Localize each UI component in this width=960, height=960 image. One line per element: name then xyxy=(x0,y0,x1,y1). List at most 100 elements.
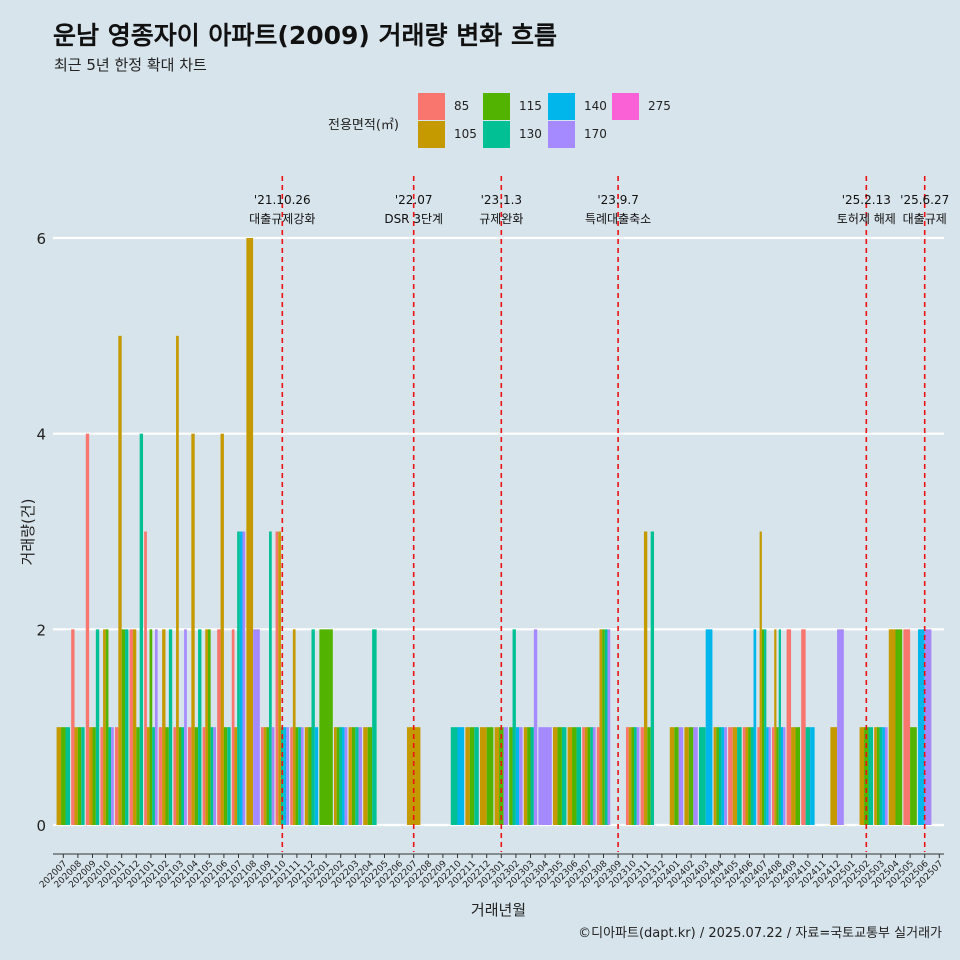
bar-115-202302 xyxy=(509,727,513,825)
bar-140-202302 xyxy=(515,727,520,825)
bar-105-202202 xyxy=(333,727,337,825)
legend-key xyxy=(418,93,445,120)
bar-130-202202 xyxy=(339,727,343,825)
bar-85-202405 xyxy=(728,727,733,825)
bar-85-202101 xyxy=(144,531,147,825)
bar-115-202101 xyxy=(149,629,153,825)
bar-105-202010 xyxy=(103,629,106,825)
bar-115-202007 xyxy=(61,727,66,825)
bar-105-202301 xyxy=(494,727,500,825)
bar-115-202504 xyxy=(895,629,903,825)
bar-105-202311 xyxy=(643,531,648,825)
bar-170-202503 xyxy=(884,727,888,825)
bar-85-202009 xyxy=(85,433,90,825)
bar-105-202104 xyxy=(191,433,195,825)
event-date: '25.2.13 xyxy=(842,193,891,207)
bar-85-202105 xyxy=(202,727,206,825)
bar-115-202502 xyxy=(864,727,869,825)
bar-140-202410 xyxy=(810,727,815,825)
y-axis-title: 거래량(건) xyxy=(19,499,37,566)
bar-130-202008 xyxy=(81,727,85,825)
bar-130-202406 xyxy=(750,727,754,825)
bar-85-202406 xyxy=(742,727,746,825)
bar-130-202105 xyxy=(210,727,214,825)
bar-170-202109 xyxy=(271,727,275,825)
bar-130-202303 xyxy=(530,727,534,825)
bar-130-202302 xyxy=(512,629,516,825)
bar-85-202104 xyxy=(187,727,192,825)
bar-130-202410 xyxy=(805,727,811,825)
bar-170-202407 xyxy=(768,727,771,825)
bar-85-202011 xyxy=(114,727,119,825)
bar-170-202108 xyxy=(253,629,260,825)
bar-115-202406 xyxy=(748,727,751,825)
bar-105-202212 xyxy=(479,727,487,825)
legend-key xyxy=(612,93,639,120)
bar-130-202112 xyxy=(311,629,315,825)
bar-85-202107 xyxy=(231,629,235,825)
bar-130-202012 xyxy=(139,433,144,825)
bar-105-202105 xyxy=(205,629,208,825)
bar-170-202408 xyxy=(783,727,786,825)
bar-130-202110 xyxy=(280,727,284,825)
bar-85-202109 xyxy=(260,727,264,825)
bar-115-202408 xyxy=(776,727,779,825)
bar-85-202307 xyxy=(582,727,585,825)
bar-130-202310 xyxy=(634,727,637,825)
bar-140-202107 xyxy=(239,531,243,825)
legend-title: 전용면적(㎡) xyxy=(328,118,399,133)
bar-115-202105 xyxy=(207,629,211,825)
bar-85-202310 xyxy=(625,727,629,825)
bar-170-202506 xyxy=(924,629,932,825)
bar-115-202009 xyxy=(92,727,96,825)
bar-130-202311 xyxy=(650,531,655,825)
bar-105-202401 xyxy=(669,727,675,825)
bar-115-202212 xyxy=(486,727,494,825)
bar-115-202303 xyxy=(527,727,531,825)
bar-115-202203 xyxy=(351,727,356,825)
bar-85-202110 xyxy=(275,531,279,825)
bar-130-202102 xyxy=(168,629,173,825)
bar-130-202010 xyxy=(108,727,112,825)
chart-title: 운남 영종자이 아파트(2009) 거래량 변화 흐름 xyxy=(53,21,557,50)
event-date: '23.9.7 xyxy=(597,193,638,207)
x-axis-title: 거래년월 xyxy=(471,901,526,919)
legend-key xyxy=(483,121,510,148)
legend-item-170: 170 xyxy=(548,121,612,149)
event-label: DSR 3단계 xyxy=(384,212,443,226)
bar-170-202110 xyxy=(286,727,290,825)
bar-140-202503 xyxy=(882,727,885,825)
bar-130-202103 xyxy=(181,727,185,825)
bar-85-202111 xyxy=(290,727,293,825)
bar-115-202307 xyxy=(587,727,591,825)
bar-115-202306 xyxy=(572,727,577,825)
bar-130-202107 xyxy=(237,531,240,825)
bar-140-202112 xyxy=(314,727,319,825)
legend-item-140: 140 xyxy=(548,93,612,121)
legend-key xyxy=(548,121,575,148)
bar-170-202203 xyxy=(358,727,363,825)
legend-item-115: 115 xyxy=(483,93,547,121)
bar-105-202308 xyxy=(599,629,603,825)
bar-115-202112 xyxy=(308,727,312,825)
bar-115-202106 xyxy=(223,727,228,825)
bar-105-202101 xyxy=(146,727,150,825)
bar-105-202111 xyxy=(292,629,296,825)
bar-140-202406 xyxy=(753,629,757,825)
bar-115-202310 xyxy=(631,727,635,825)
bar-105-202503 xyxy=(874,727,877,825)
legend-item-275: 275 xyxy=(612,93,676,121)
bar-85-202308 xyxy=(596,727,600,825)
bar-115-202407 xyxy=(761,629,765,825)
bar-140-202404 xyxy=(721,727,725,825)
bar-115-202204 xyxy=(367,727,373,825)
bar-85-202409 xyxy=(786,629,792,825)
bar-115-202202 xyxy=(336,727,340,825)
bar-105-202204 xyxy=(363,727,368,825)
bar-85-202012 xyxy=(129,629,133,825)
bar-115-202404 xyxy=(716,727,719,825)
bar-170-202402 xyxy=(693,727,698,825)
bar-105-202011 xyxy=(118,335,122,825)
bar-115-202211 xyxy=(469,727,475,825)
